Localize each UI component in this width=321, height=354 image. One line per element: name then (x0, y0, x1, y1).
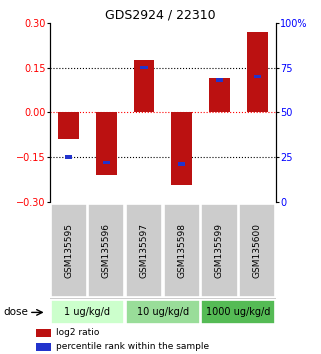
Bar (239, 204, 275, 297)
Text: GSM135595: GSM135595 (64, 223, 73, 278)
Bar (178, 162, 186, 166)
Bar (65, 155, 72, 159)
Bar (103, 161, 110, 164)
Bar (36, 343, 51, 351)
Bar (247, 32, 268, 113)
Text: 1000 ug/kg/d: 1000 ug/kg/d (206, 307, 271, 318)
Text: GSM135598: GSM135598 (177, 223, 186, 278)
Bar (126, 301, 200, 324)
Bar (134, 60, 154, 113)
Bar (171, 113, 192, 185)
Text: GSM135600: GSM135600 (253, 223, 262, 278)
Text: GSM135597: GSM135597 (140, 223, 149, 278)
Bar (201, 204, 238, 297)
Text: GSM135596: GSM135596 (102, 223, 111, 278)
Text: dose: dose (3, 307, 28, 318)
Text: GDS2924 / 22310: GDS2924 / 22310 (105, 9, 216, 22)
Bar (58, 113, 79, 139)
Bar (216, 79, 223, 82)
Bar (201, 301, 275, 324)
Text: 1 ug/kg/d: 1 ug/kg/d (65, 307, 110, 318)
Bar (254, 75, 261, 79)
Bar (96, 113, 117, 175)
Text: percentile rank within the sample: percentile rank within the sample (56, 342, 209, 352)
Bar (140, 66, 148, 69)
Bar (126, 204, 162, 297)
Bar (164, 204, 200, 297)
Text: 10 ug/kg/d: 10 ug/kg/d (137, 307, 189, 318)
Bar (88, 204, 125, 297)
Bar (209, 78, 230, 113)
Bar (50, 301, 125, 324)
Bar (36, 329, 51, 337)
Text: GSM135599: GSM135599 (215, 223, 224, 278)
Bar (50, 204, 87, 297)
Text: log2 ratio: log2 ratio (56, 328, 99, 337)
